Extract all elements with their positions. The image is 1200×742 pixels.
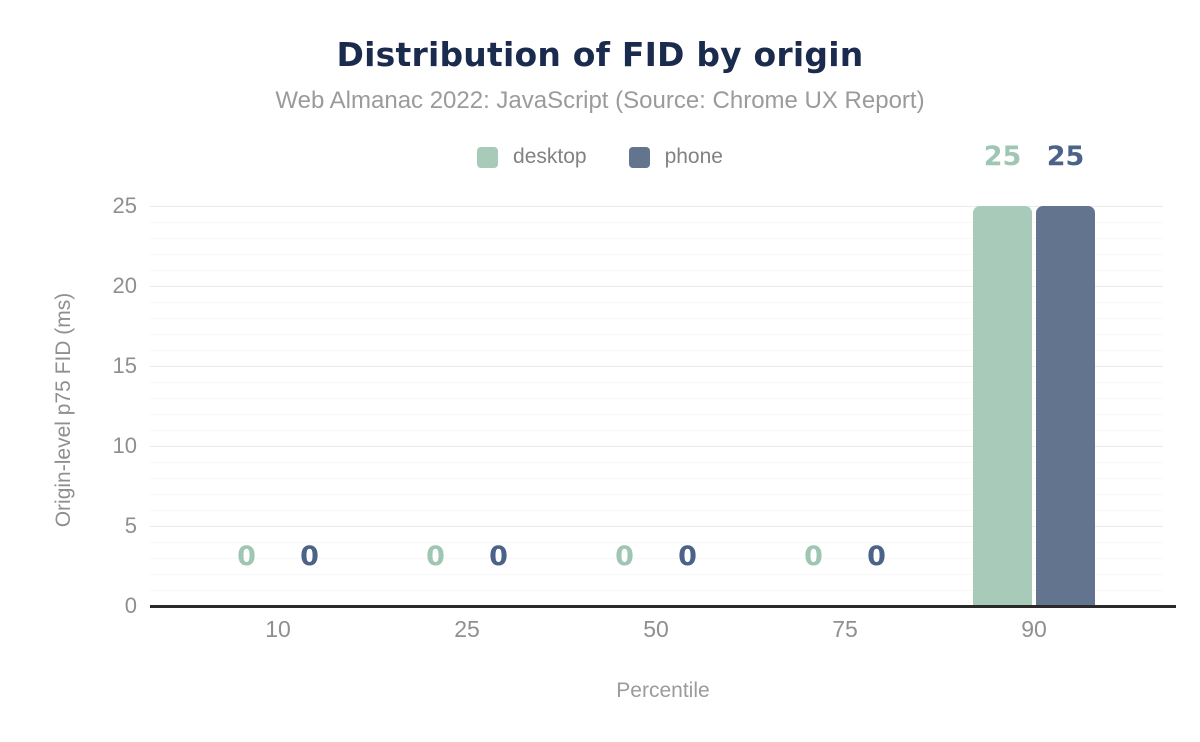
- x-tick-label: 90: [1021, 616, 1047, 642]
- bar-value-label-phone-75: 0: [867, 541, 886, 572]
- x-tick-label: 50: [643, 616, 669, 642]
- x-axis-line: [150, 605, 1176, 608]
- gridline-minor: [150, 318, 1163, 319]
- legend-label-phone: phone: [664, 145, 723, 168]
- gridline-minor: [150, 270, 1163, 271]
- x-axis-title: Percentile: [616, 679, 710, 702]
- chart-subtitle: Web Almanac 2022: JavaScript (Source: Ch…: [275, 87, 925, 114]
- chart-title: Distribution of FID by origin: [336, 35, 864, 74]
- legend-item-desktop[interactable]: desktop: [477, 145, 587, 169]
- y-tick-label: 15: [112, 353, 137, 378]
- legend-item-phone[interactable]: phone: [628, 145, 723, 169]
- bar-value-label-desktop-10: 0: [237, 541, 256, 572]
- bar-value-label-phone-10: 0: [300, 541, 319, 572]
- y-tick-label: 10: [112, 433, 137, 458]
- y-tick-label: 0: [124, 593, 137, 618]
- bar-value-label-desktop-50: 0: [615, 541, 634, 572]
- gridline-minor: [150, 542, 1163, 543]
- gridline-minor: [150, 302, 1163, 303]
- gridline-major: [150, 526, 1163, 527]
- legend-label-desktop: desktop: [513, 145, 587, 168]
- legend-swatch-desktop: [477, 146, 499, 168]
- gridline-minor: [150, 254, 1163, 255]
- x-tick-label: 75: [832, 616, 858, 642]
- gridline-major: [150, 446, 1163, 447]
- x-tick-label: 25: [454, 616, 480, 642]
- bar-value-label-phone-50: 0: [678, 541, 697, 572]
- y-axis-title: Origin-level p75 FID (ms): [52, 292, 75, 528]
- gridline-major: [150, 286, 1163, 287]
- gridline-minor: [150, 350, 1163, 351]
- gridline-minor: [150, 510, 1163, 511]
- gridline-minor: [150, 334, 1163, 335]
- bar-value-label-phone-90: 25: [1046, 141, 1085, 172]
- gridline-minor: [150, 414, 1163, 415]
- gridline-minor: [150, 462, 1163, 463]
- x-tick-label: 10: [265, 616, 291, 642]
- bar-desktop-90[interactable]: [973, 206, 1032, 606]
- bar-phone-90[interactable]: [1036, 206, 1095, 606]
- gridline-minor: [150, 222, 1163, 223]
- gridline-minor: [150, 494, 1163, 495]
- legend: desktop phone: [0, 145, 1200, 169]
- gridline-minor: [150, 574, 1163, 575]
- gridline-minor: [150, 558, 1163, 559]
- y-tick-label: 20: [112, 273, 137, 298]
- bar-value-label-desktop-25: 0: [426, 541, 445, 572]
- y-tick-label: 5: [124, 513, 137, 538]
- gridline-minor: [150, 590, 1163, 591]
- gridline-minor: [150, 238, 1163, 239]
- gridline-minor: [150, 382, 1163, 383]
- gridline-minor: [150, 398, 1163, 399]
- y-tick-label: 25: [112, 193, 137, 218]
- gridline-minor: [150, 478, 1163, 479]
- gridline-minor: [150, 430, 1163, 431]
- legend-swatch-phone: [628, 146, 650, 168]
- gridline-major: [150, 366, 1163, 367]
- bar-value-label-phone-25: 0: [489, 541, 508, 572]
- bar-value-label-desktop-90: 25: [983, 141, 1022, 172]
- bar-value-label-desktop-75: 0: [804, 541, 823, 572]
- gridline-major: [150, 206, 1163, 207]
